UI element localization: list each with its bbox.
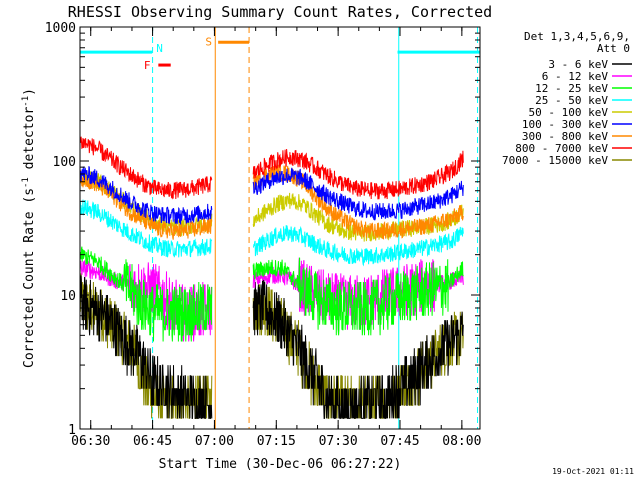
legend-label-7: 800 - 7000 keV <box>515 142 608 155</box>
flag-label-s: S <box>205 35 212 48</box>
axes: 1 10 100 1000 06:30 06:45 07:00 07:15 07:30 07:45… <box>45 21 482 449</box>
series-5-before <box>79 166 213 225</box>
series-7-before <box>79 136 213 200</box>
legend-label-4: 50 - 100 keV <box>529 106 609 119</box>
x-tick-label-5: 07:45 <box>380 434 419 449</box>
legend-header-line1: Det 1,3,4,5,6,9, <box>524 30 630 43</box>
legend-label-0: 3 - 6 keV <box>548 58 608 71</box>
y-axis-label-mid: detector <box>22 107 37 178</box>
x-tick-label-0: 06:30 <box>71 434 110 449</box>
chart-title: RHESSI Observing Summary Count Rates, Co… <box>68 3 492 21</box>
legend-label-2: 12 - 25 keV <box>535 82 608 95</box>
x-tick-label-4: 07:30 <box>319 434 358 449</box>
y-tick-label-3: 1000 <box>45 21 76 36</box>
x-axis-label: Start Time (30-Dec-06 06:27:22) <box>159 457 402 472</box>
legend-header-line2: Att 0 <box>597 42 630 55</box>
series-6-before <box>79 169 213 240</box>
x-tick-label-3: 07:15 <box>257 434 296 449</box>
footer-timestamp: 19-Oct-2021 01:11 <box>552 467 634 476</box>
y-axis-label-main: Corrected Count Rate (s <box>22 188 37 368</box>
y-axis-label-end: ) <box>22 88 37 96</box>
legend-label-3: 25 - 50 keV <box>535 94 608 107</box>
legend-label-1: 6 - 12 keV <box>542 70 609 83</box>
series-5-after <box>252 167 464 221</box>
x-tick-label-1: 06:45 <box>133 434 172 449</box>
plot-area: NF S <box>79 27 480 429</box>
series-3-before <box>79 199 213 258</box>
y-tick-label-2: 100 <box>53 155 76 170</box>
y-tick-label-1: 10 <box>60 289 76 304</box>
series-3-after <box>252 225 464 267</box>
plot-frame <box>79 26 481 430</box>
x-tick-label-6: 08:00 <box>442 434 481 449</box>
flag-label-f: F <box>144 59 151 72</box>
y-axis-label-sup2: -1 <box>21 96 31 107</box>
y-axis-label-sup: -1 <box>21 177 31 188</box>
legend-label-5: 100 - 300 keV <box>522 118 608 131</box>
y-axis-label: Corrected Count Rate (s-1 detector-1) <box>21 88 37 368</box>
series-2-after <box>252 257 464 336</box>
series-2-before <box>79 246 213 342</box>
y-tick-label-0: 1 <box>68 423 76 438</box>
series-0-before <box>79 275 213 419</box>
series-0-after <box>252 279 464 419</box>
flag-label-n: N <box>156 42 163 55</box>
legend-label-6: 300 - 800 keV <box>522 130 608 143</box>
legend-label-8: 7000 - 15000 keV <box>502 154 608 167</box>
series-7-after <box>252 148 464 200</box>
x-tick-label-2: 07:00 <box>195 434 234 449</box>
